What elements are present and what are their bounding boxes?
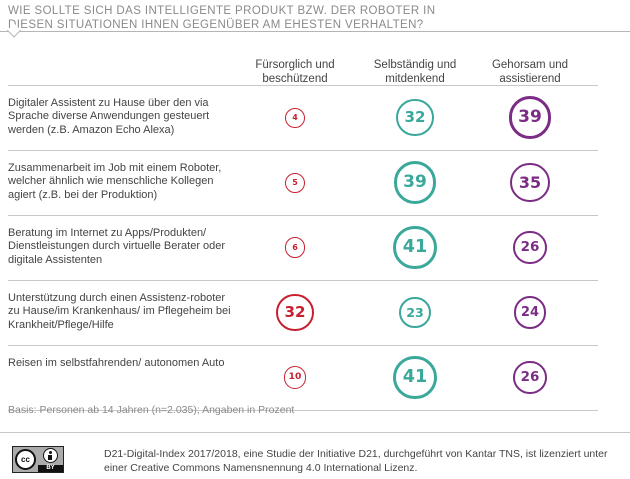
value-bubble: 5 bbox=[285, 172, 305, 193]
row-divider bbox=[8, 345, 598, 346]
row-label: Unterstützung durch einen Assistenz-robo… bbox=[8, 291, 231, 331]
value-bubble: 23 bbox=[399, 296, 431, 329]
license-text: D21-Digital-Index 2017/2018, eine Studie… bbox=[104, 448, 608, 474]
value-bubble: 6 bbox=[284, 237, 306, 258]
column-header: Fürsorglich und beschützend bbox=[255, 59, 335, 85]
value-bubble: 26 bbox=[513, 360, 547, 395]
row-divider bbox=[8, 85, 598, 86]
column-header: Selbständig und mitdenkend bbox=[373, 59, 457, 85]
basis-note: Basis: Personen ab 14 Jahren (n=2.035); … bbox=[8, 404, 295, 416]
value-bubble: 24 bbox=[513, 296, 547, 329]
row-label: Reisen im selbstfahrenden/ autonomen Aut… bbox=[8, 356, 225, 369]
value-bubble: 32 bbox=[276, 293, 314, 332]
person-icon bbox=[43, 448, 58, 463]
chart-title: Wie sollte sich das intelligente Produkt… bbox=[8, 5, 436, 31]
value-bubble: 10 bbox=[283, 366, 307, 389]
footer-divider bbox=[0, 432, 630, 433]
cc-icon: cc bbox=[15, 449, 36, 470]
row-divider bbox=[8, 215, 598, 216]
value-bubble: 41 bbox=[393, 225, 437, 270]
row-label: Digitaler Assistent zu Hause über den vi… bbox=[8, 96, 210, 136]
row-divider bbox=[8, 150, 598, 151]
row-label: Zusammenarbeit im Job mit einem Roboter,… bbox=[8, 161, 222, 201]
cc-by-license-icon[interactable]: cc BY bbox=[12, 446, 64, 473]
column-header: Gehorsam und assistierend bbox=[491, 59, 569, 85]
row-label: Beratung im Internet zu Apps/Produkten/ … bbox=[8, 226, 226, 266]
value-bubble: 39 bbox=[508, 96, 552, 139]
value-bubble: 32 bbox=[396, 98, 434, 137]
value-bubble: 39 bbox=[393, 161, 437, 204]
row-divider bbox=[8, 280, 598, 281]
row-divider bbox=[8, 410, 598, 411]
by-label: BY bbox=[38, 465, 63, 472]
title-divider bbox=[0, 31, 630, 32]
value-bubble: 35 bbox=[510, 162, 550, 203]
value-bubble: 41 bbox=[393, 355, 437, 400]
value-bubble: 4 bbox=[285, 107, 305, 128]
value-bubble: 26 bbox=[513, 230, 547, 265]
